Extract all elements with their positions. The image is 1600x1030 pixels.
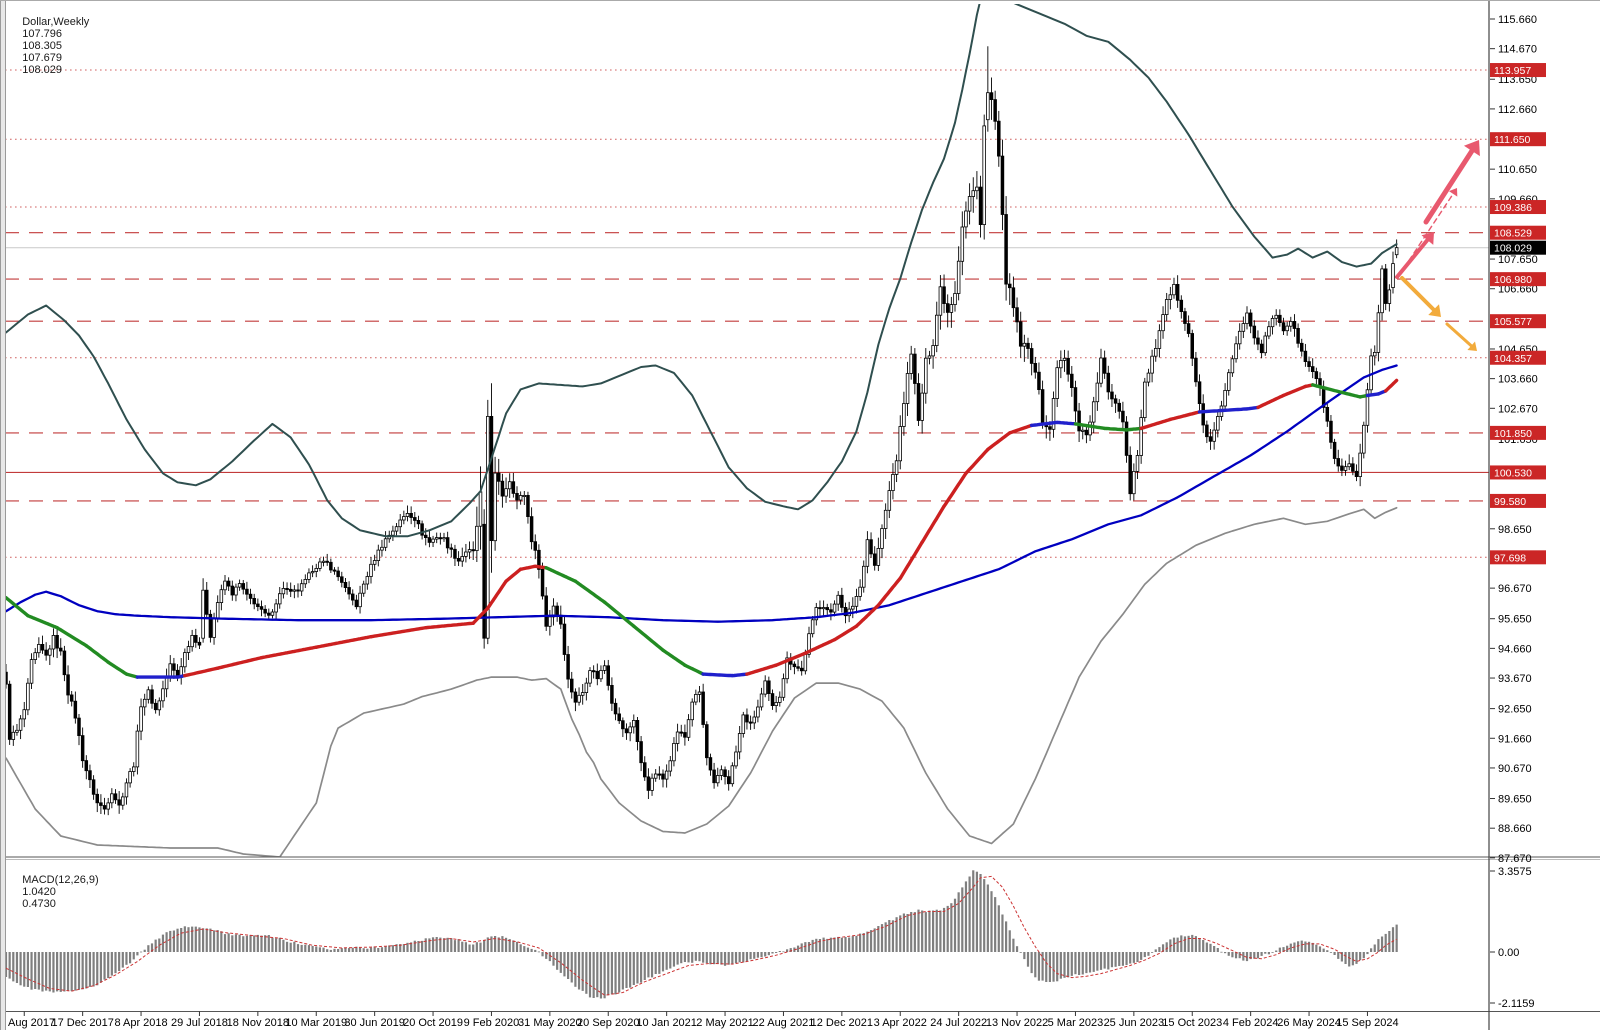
svg-text:97.698: 97.698 xyxy=(1494,552,1526,564)
time-axis-label: 22 Aug 2021 xyxy=(753,1017,815,1029)
time-axis-label: 30 Jun 2019 xyxy=(344,1017,405,1029)
svg-text:107.650: 107.650 xyxy=(1498,254,1538,266)
time-axis-label: 24 Jul 2022 xyxy=(930,1017,987,1029)
price-scale[interactable]: 115.660114.670113.650112.660110.650109.6… xyxy=(1490,14,1546,1010)
macd-name: MACD(12,26,9) xyxy=(22,874,99,886)
svg-text:113.957: 113.957 xyxy=(1494,65,1531,77)
svg-text:108.029: 108.029 xyxy=(1494,243,1532,255)
bearish-projection-arrow-1 xyxy=(1400,276,1436,312)
time-axis-label: 3 Apr 2022 xyxy=(874,1017,927,1029)
support-resistance-levels xyxy=(5,69,1489,558)
svg-text:103.660: 103.660 xyxy=(1498,374,1538,386)
bollinger-lower-band xyxy=(5,506,1398,857)
svg-text:113.650: 113.650 xyxy=(1498,74,1537,86)
svg-text:111.650: 111.650 xyxy=(1494,134,1531,146)
svg-text:88.660: 88.660 xyxy=(1498,823,1532,835)
svg-text:106.980: 106.980 xyxy=(1494,274,1532,286)
time-axis-label: 17 Dec 2017 xyxy=(51,1017,113,1029)
svg-text:90.670: 90.670 xyxy=(1498,763,1532,775)
macd-signal-value: 0.4730 xyxy=(22,898,56,910)
ohlc-low: 107.679 xyxy=(22,52,62,64)
svg-text:92.650: 92.650 xyxy=(1498,704,1532,716)
time-axis-label: 15 Oct 2023 xyxy=(1162,1017,1222,1029)
svg-text:93.670: 93.670 xyxy=(1498,673,1532,685)
svg-text:105.577: 105.577 xyxy=(1494,316,1532,328)
time-axis-label: 18 Nov 2018 xyxy=(227,1017,289,1029)
time-axis-label: 5 Mar 2023 xyxy=(1048,1017,1104,1029)
bullish-projection-arrow-big xyxy=(1423,148,1475,225)
time-axis-label: 26 May 2024 xyxy=(1277,1017,1341,1029)
svg-text:99.580: 99.580 xyxy=(1494,496,1526,508)
projection-arrows xyxy=(1395,140,1480,351)
time-axis-label: 12 Dec 2021 xyxy=(811,1017,873,1029)
time-axis-label: 10 Mar 2019 xyxy=(285,1017,347,1029)
bollinger-upper-band xyxy=(5,4,1398,538)
time-axis-label: 9 Feb 2020 xyxy=(464,1017,520,1029)
svg-text:98.650: 98.650 xyxy=(1498,524,1532,536)
svg-text:104.357: 104.357 xyxy=(1494,353,1532,365)
bearish-projection-arrow-2 xyxy=(1445,322,1473,348)
svg-text:115.660: 115.660 xyxy=(1498,14,1537,26)
svg-text:106.660: 106.660 xyxy=(1498,284,1538,296)
svg-text:0.00: 0.00 xyxy=(1498,947,1519,959)
svg-text:95.650: 95.650 xyxy=(1498,614,1532,626)
macd-main-value: 1.0420 xyxy=(22,886,56,898)
svg-text:109.386: 109.386 xyxy=(1494,202,1532,214)
symbol-period: Dollar,Weekly xyxy=(22,16,90,28)
svg-text:100.530: 100.530 xyxy=(1494,467,1532,479)
svg-text:110.650: 110.650 xyxy=(1498,164,1537,176)
ohlc-close: 108.029 xyxy=(22,64,62,76)
symbol-ohlc-label: Dollar,Weekly 107.796 108.305 107.679 10… xyxy=(10,4,93,88)
svg-text:114.670: 114.670 xyxy=(1498,44,1537,56)
time-axis-label: 20 Oct 2019 xyxy=(403,1017,463,1029)
ohlc-high: 108.305 xyxy=(22,40,62,52)
fast-ma-colored-line xyxy=(5,378,1399,679)
svg-text:3.3575: 3.3575 xyxy=(1498,866,1532,878)
time-axis-label: 20 Sep 2020 xyxy=(577,1017,639,1029)
svg-text:101.850: 101.850 xyxy=(1494,428,1532,440)
macd-histogram xyxy=(5,870,1398,999)
svg-text:102.670: 102.670 xyxy=(1498,403,1538,415)
slow-ma-line xyxy=(5,364,1398,623)
svg-text:-2.1159: -2.1159 xyxy=(1498,998,1535,1010)
window-left-border xyxy=(0,0,6,1030)
bullish-projection-arrow-small xyxy=(1395,238,1430,279)
svg-text:87.670: 87.670 xyxy=(1498,853,1532,865)
candlestick-series xyxy=(5,46,1399,816)
bullish-projection-arrow-dashed xyxy=(1403,193,1454,269)
svg-text:94.660: 94.660 xyxy=(1498,643,1532,655)
time-axis-label: 29 Jul 2018 xyxy=(171,1017,228,1029)
window-top-border xyxy=(0,0,1600,1)
time-axis-label: 4 Feb 2024 xyxy=(1223,1017,1279,1029)
time-axis-label: 31 May 2020 xyxy=(518,1017,582,1029)
macd-signal-line xyxy=(5,875,1397,996)
macd-indicator-label: MACD(12,26,9) 1.0420 0.4730 xyxy=(10,862,103,922)
ohlc-open: 107.796 xyxy=(22,28,62,40)
svg-text:108.529: 108.529 xyxy=(1494,228,1532,240)
svg-text:89.650: 89.650 xyxy=(1498,794,1532,806)
time-axis-label: 27 Aug 2017 xyxy=(0,1017,55,1029)
time-axis-label: 8 Apr 2018 xyxy=(114,1017,167,1029)
svg-text:91.660: 91.660 xyxy=(1498,733,1532,745)
time-axis-label: 25 Jun 2023 xyxy=(1104,1017,1165,1029)
time-axis-label: 13 Nov 2022 xyxy=(986,1017,1048,1029)
time-axis-label: 2 May 2021 xyxy=(696,1017,753,1029)
time-axis-label: 15 Sep 2024 xyxy=(1336,1017,1398,1029)
svg-text:96.670: 96.670 xyxy=(1498,583,1532,595)
svg-text:112.660: 112.660 xyxy=(1498,104,1537,116)
time-axis-label: 10 Jan 2021 xyxy=(636,1017,697,1029)
